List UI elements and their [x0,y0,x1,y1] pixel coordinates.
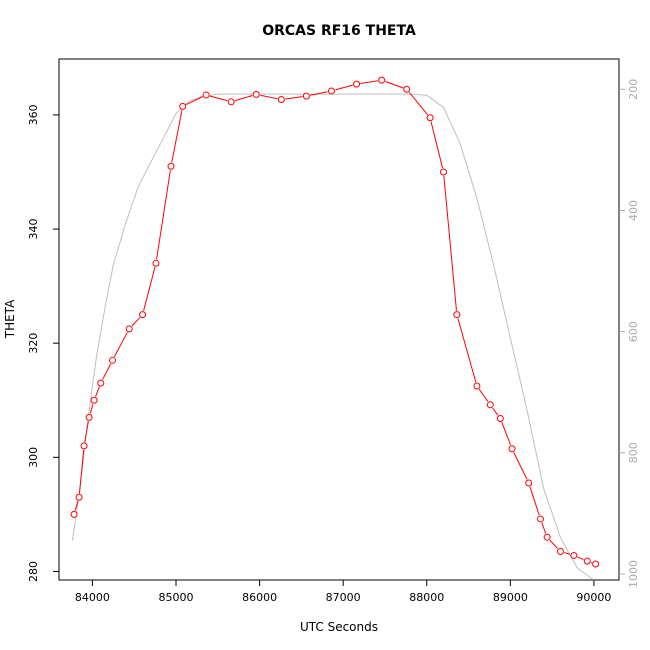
theta-point [70,510,78,518]
theta-segment [310,91,328,96]
theta-point [525,479,533,487]
theta-segment [209,95,228,102]
theta-point [277,96,285,104]
theta-point [139,311,147,319]
x-tick-label: 87000 [326,591,361,604]
y-tick-label: 340 [27,219,40,240]
y2-tick-label: 400 [627,200,640,221]
chart-title: ORCAS RF16 THETA [262,23,416,39]
theta-segment [478,388,489,402]
theta-point [85,413,93,421]
y2-tick-label: 800 [627,442,640,463]
theta-point [378,76,386,84]
theta-point [426,114,434,122]
theta-point [97,379,105,387]
y-tick-label: 320 [27,333,40,354]
theta-segment [84,421,89,443]
theta-point [75,493,83,501]
theta-segment [385,81,404,89]
theta-point [80,442,88,450]
secondary-series-line [71,93,595,581]
theta-point [486,401,494,409]
theta-point [90,396,98,404]
theta-segment [501,422,512,446]
y-axis-right: 200 400 600 800 1000 [619,79,640,588]
theta-segment [234,95,253,102]
x-tick-label: 85000 [159,591,194,604]
theta-segment [143,267,156,311]
theta-segment [408,92,428,116]
plot-frame [58,58,620,581]
theta-segment [89,403,94,414]
theta-point [508,445,516,453]
theta-point [592,560,600,568]
theta-segment [74,500,79,511]
y2-tick-label: 600 [627,321,640,342]
theta-point [152,259,160,267]
series-layer [70,76,600,581]
x-tick-label: 88000 [409,591,444,604]
theta-segment [541,522,547,534]
theta-point [536,515,544,523]
theta-point [125,325,133,333]
x-tick-label: 89000 [493,591,528,604]
theta-segment [285,96,303,100]
x-axis-label: UTC Seconds [300,620,378,634]
y-axis-left: 280 300 320 340 360 [27,104,59,582]
y-axis-label: THETA [3,299,17,339]
theta-point [403,85,411,93]
theta-point [302,92,310,100]
y-tick-label: 280 [27,561,40,582]
x-axis: 84000 85000 86000 87000 88000 89000 90000 [75,580,611,604]
x-tick-label: 90000 [576,591,611,604]
theta-segment [457,318,477,383]
theta-point [453,311,461,319]
theta-segment [186,96,203,106]
theta-point [556,547,564,555]
y2-tick-label: 1000 [627,560,640,588]
theta-segment [113,332,128,358]
theta-segment [131,317,141,327]
x-tick-label: 86000 [242,591,277,604]
theta-segment [529,486,540,516]
theta-point [108,356,116,364]
theta-point [167,162,175,170]
theta-segment [549,539,559,549]
theta-segment [443,175,457,311]
theta-segment [171,110,183,163]
theta-segment [360,80,378,84]
theta-segment [430,121,444,169]
y2-tick-label: 200 [627,79,640,100]
y-tick-label: 300 [27,447,40,468]
theta-segment [156,170,171,260]
theta-segment [564,552,571,555]
x-tick-label: 84000 [75,591,110,604]
theta-segment [95,386,100,397]
theta-segment [335,84,353,91]
theta-segment [513,452,528,480]
theta-segment [102,363,112,380]
theta-point [496,415,504,423]
theta-point [473,382,481,390]
theta-point [179,102,187,110]
theta-segment [492,407,499,416]
theta-point [570,551,578,559]
theta-segment [78,449,85,494]
theta-point [227,98,235,106]
theta-point [353,80,361,88]
theta-point [583,557,591,565]
theta-segment [260,94,278,100]
theta-point [543,533,551,541]
theta-point [202,91,210,99]
theta-segment [577,556,584,561]
theta-point [327,87,335,95]
theta-point [252,90,260,98]
theta-point [439,168,447,176]
y-tick-label: 360 [27,104,40,125]
